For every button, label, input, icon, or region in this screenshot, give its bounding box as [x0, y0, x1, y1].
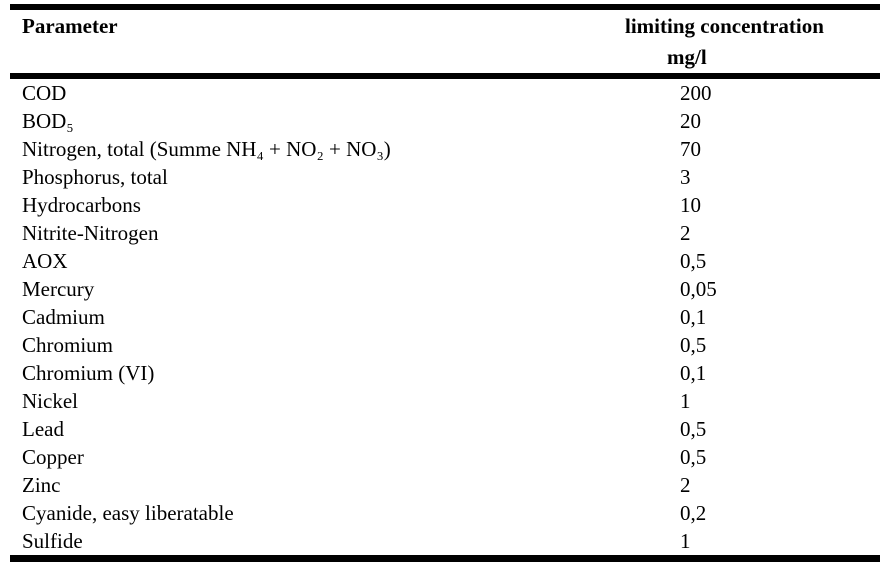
table-row: Nitrite-Nitrogen 2 [10, 219, 880, 247]
column-header-limiting-concentration: limiting concentration mg/l [625, 7, 880, 79]
value-cell: 1 [680, 529, 691, 553]
table-row: Chromium 0,5 [10, 331, 880, 359]
parameter-cell: BOD₅ [22, 109, 74, 133]
parameter-cell: Mercury [22, 277, 95, 301]
table-row: Cadmium 0,1 [10, 303, 880, 331]
column-header-unit-label: mg/l [667, 45, 707, 69]
table-row: Nickel 1 [10, 387, 880, 415]
parameter-cell: Copper [22, 445, 84, 469]
value-cell: 0,5 [680, 249, 707, 273]
value-cell: 70 [680, 137, 701, 161]
table-row: Mercury 0,05 [10, 275, 880, 303]
table-row: Lead 0,5 [10, 415, 880, 443]
parameter-cell: Nitrite-Nitrogen [22, 221, 159, 245]
value-cell: 0,5 [680, 417, 707, 441]
value-cell: 0,5 [680, 445, 707, 469]
parameter-cell: Nitrogen, total (Summe NH₄ + NO₂ + NO₃) [22, 137, 391, 161]
header-row: Parameter limiting concentration mg/l [10, 7, 880, 79]
value-cell: 200 [680, 81, 712, 105]
value-cell: 10 [680, 193, 701, 217]
value-cell: 1 [680, 389, 691, 413]
parameter-cell: Sulfide [22, 529, 83, 553]
table-row: Zinc 2 [10, 471, 880, 499]
table-row: Copper 0,5 [10, 443, 880, 471]
column-header-parameter: Parameter [10, 7, 625, 79]
table-row: Nitrogen, total (Summe NH₄ + NO₂ + NO₃) … [10, 135, 880, 163]
value-cell: 0,5 [680, 333, 707, 357]
parameter-cell: Chromium (VI) [22, 361, 155, 385]
parameter-cell: Zinc [22, 473, 61, 497]
value-cell: 2 [680, 221, 691, 245]
table-row: COD 200 [10, 76, 880, 107]
parameter-cell: Cyanide, easy liberatable [22, 501, 234, 525]
value-cell: 2 [680, 473, 691, 497]
value-cell: 0,1 [680, 305, 707, 329]
table-row: Phosphorus, total 3 [10, 163, 880, 191]
parameter-cell: Phosphorus, total [22, 165, 168, 189]
parameter-limits-table: Parameter limiting concentration mg/l CO… [10, 4, 880, 562]
table-row: Hydrocarbons 10 [10, 191, 880, 219]
parameter-cell: Hydrocarbons [22, 193, 141, 217]
value-cell: 3 [680, 165, 691, 189]
table-row: Chromium (VI) 0,1 [10, 359, 880, 387]
table-row: BOD₅ 20 [10, 107, 880, 135]
parameter-cell: Cadmium [22, 305, 105, 329]
table-row: AOX 0,5 [10, 247, 880, 275]
parameter-cell: Chromium [22, 333, 114, 357]
parameter-cell: Lead [22, 417, 64, 441]
value-cell: 0,2 [680, 501, 707, 525]
parameter-cell: COD [22, 81, 67, 105]
table-row: Cyanide, easy liberatable 0,2 [10, 499, 880, 527]
table-header: Parameter limiting concentration mg/l [10, 7, 880, 79]
value-cell: 20 [680, 109, 701, 133]
table-body: COD 200 BOD₅ 20 Nitrogen, total (Summe N… [10, 76, 880, 559]
column-header-limiting-concentration-label: limiting concentration [625, 14, 824, 38]
value-cell: 0,1 [680, 361, 707, 385]
table-row: Sulfide 1 [10, 527, 880, 559]
value-cell: 0,05 [680, 277, 717, 301]
parameter-cell: AOX [22, 249, 68, 273]
parameter-cell: Nickel [22, 389, 78, 413]
